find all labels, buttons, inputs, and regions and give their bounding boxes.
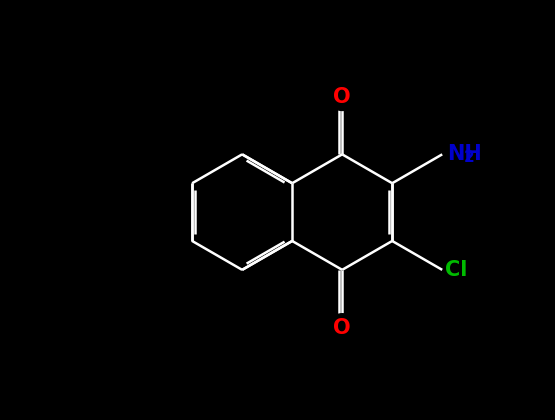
Text: 2: 2 — [464, 150, 475, 165]
Circle shape — [329, 83, 356, 110]
Text: O: O — [334, 87, 351, 107]
Circle shape — [329, 314, 356, 341]
Text: Cl: Cl — [445, 260, 467, 280]
Text: O: O — [334, 318, 351, 338]
Text: NH: NH — [447, 144, 482, 164]
